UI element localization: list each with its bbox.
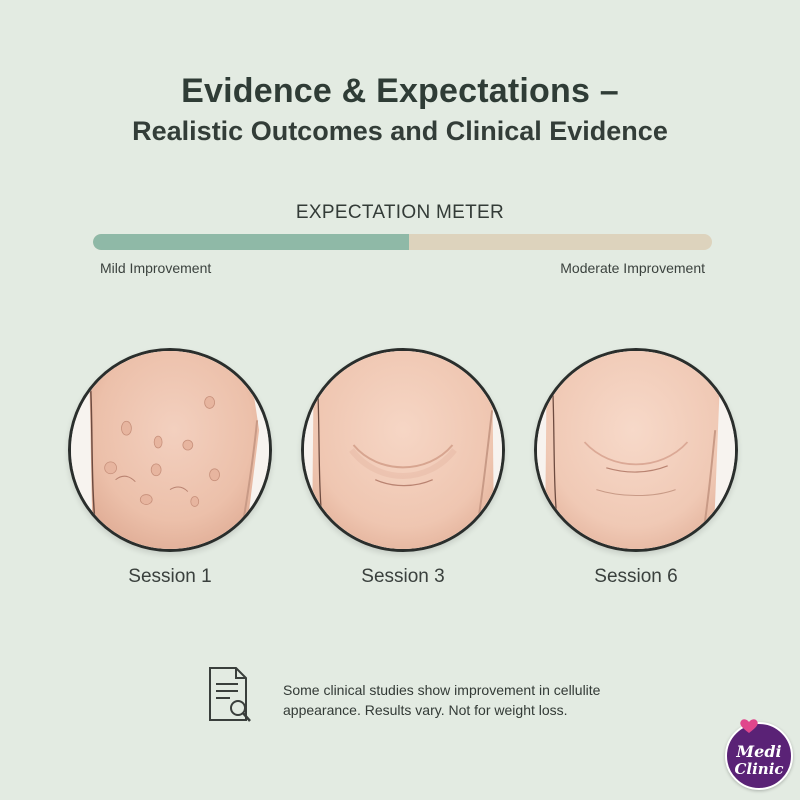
session-3-label: Session 3	[361, 566, 445, 587]
meter-min-label: Mild Improvement	[100, 260, 212, 276]
page-subtitle: Realistic Outcomes and Clinical Evidence	[132, 116, 668, 146]
session-6-label: Session 6	[594, 566, 678, 587]
session-1-label: Session 1	[128, 566, 212, 587]
session-3-skin-image	[301, 348, 505, 552]
meter-max-label: Moderate Improvement	[560, 260, 705, 276]
session-6-card: Session 6	[534, 348, 738, 588]
heart-icon	[740, 719, 758, 733]
session-6-skin-image	[534, 348, 738, 552]
session-1-card: Session 1	[68, 348, 272, 588]
logo-disc	[725, 722, 793, 790]
disclaimer-line-2: appearance. Results vary. Not for weight…	[283, 702, 568, 718]
expectation-meter-label: EXPECTATION METER	[295, 202, 505, 223]
logo-text-line-1: Medi	[736, 742, 782, 761]
session-1-skin-image	[68, 348, 272, 552]
logo-text-line-2: Clinic	[734, 760, 784, 778]
session-3-card: Session 3	[301, 348, 505, 588]
disclaimer-text: Some clinical studies show improvement i…	[283, 680, 643, 720]
clinic-logo: Medi Clinic	[723, 718, 795, 790]
expectation-meter-fill	[93, 234, 409, 250]
expectation-meter-track	[93, 234, 712, 250]
disclaimer-line-1: Some clinical studies show improvement i…	[283, 682, 601, 698]
page-title: Evidence & Expectations –	[181, 72, 619, 110]
document-search-icon	[209, 667, 251, 722]
